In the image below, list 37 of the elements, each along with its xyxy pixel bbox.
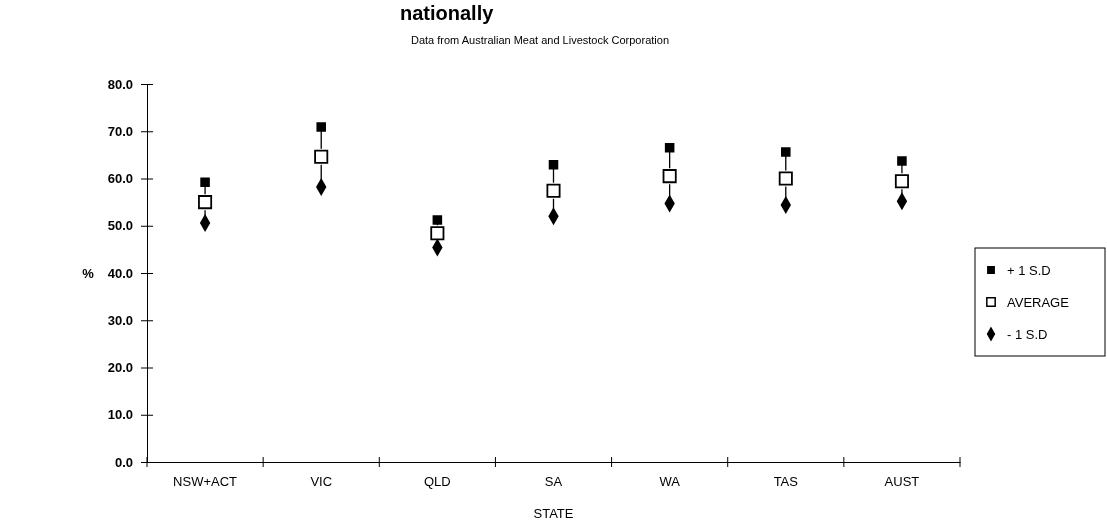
y-tick-label: 40.0 xyxy=(107,265,133,281)
x-tick-label: NSW+ACT xyxy=(173,473,238,489)
x-tick-label: SA xyxy=(544,473,563,489)
point xyxy=(546,183,561,198)
y-tick-label: 80.0 xyxy=(107,76,133,92)
point xyxy=(662,169,677,184)
point xyxy=(664,143,675,153)
point xyxy=(894,174,909,189)
point xyxy=(198,195,213,210)
point xyxy=(548,160,559,170)
point xyxy=(314,149,329,164)
x-tick-label: TAS xyxy=(773,473,799,489)
y-tick-label: 20.0 xyxy=(107,360,133,376)
point xyxy=(316,122,326,132)
y-tick-label: 30.0 xyxy=(107,312,133,328)
y-tick-label: 10.0 xyxy=(107,407,133,423)
x-tick-label: AUST xyxy=(884,473,920,489)
point xyxy=(778,171,793,186)
x-tick-label: VIC xyxy=(310,473,333,489)
point xyxy=(432,215,443,225)
legend-label: AVERAGE xyxy=(1007,294,1070,310)
y-tick-label: 0.0 xyxy=(114,454,133,470)
y-tick-label: 50.0 xyxy=(107,218,133,234)
y-tick-label: 60.0 xyxy=(107,171,133,187)
y-tick-label: 70.0 xyxy=(107,123,133,139)
chart-title: nationally xyxy=(400,2,495,24)
chart-subtitle: Data from Australian Meat and Livestock Corporation xyxy=(410,34,670,46)
x-tick-label: WA xyxy=(659,473,681,489)
x-tick-label: QLD xyxy=(423,473,451,489)
legend-label: - 1 S.D xyxy=(1007,326,1048,342)
point xyxy=(781,147,791,157)
point xyxy=(200,177,210,188)
point xyxy=(430,226,445,241)
legend-label: + 1 S.D xyxy=(1007,262,1051,278)
x-axis-title: STATE xyxy=(533,506,574,521)
y-axis-title: % xyxy=(82,265,95,281)
point xyxy=(897,156,907,166)
